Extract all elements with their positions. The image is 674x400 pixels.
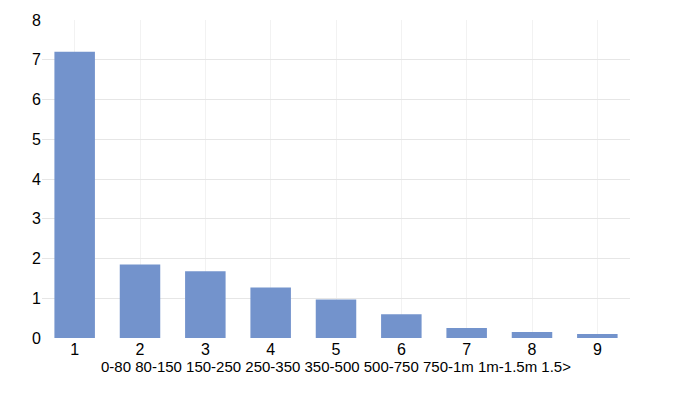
svg-text:0: 0 [32, 330, 41, 347]
svg-text:2: 2 [32, 250, 41, 267]
svg-text:3: 3 [32, 210, 41, 227]
svg-text:5: 5 [332, 341, 341, 358]
svg-text:4: 4 [32, 171, 41, 188]
svg-text:4: 4 [266, 341, 275, 358]
svg-text:3: 3 [201, 341, 210, 358]
svg-text:8: 8 [32, 12, 41, 29]
svg-text:0-80 80-150 150-250 250-350 35: 0-80 80-150 150-250 250-350 350-500 500-… [101, 358, 571, 375]
svg-text:6: 6 [32, 91, 41, 108]
svg-text:5: 5 [32, 131, 41, 148]
svg-text:7: 7 [32, 51, 41, 68]
svg-text:2: 2 [136, 341, 145, 358]
svg-text:7: 7 [462, 341, 471, 358]
svg-text:8: 8 [528, 341, 537, 358]
svg-text:6: 6 [397, 341, 406, 358]
svg-text:1: 1 [70, 341, 79, 358]
svg-text:1: 1 [32, 290, 41, 307]
svg-text:9: 9 [593, 341, 602, 358]
